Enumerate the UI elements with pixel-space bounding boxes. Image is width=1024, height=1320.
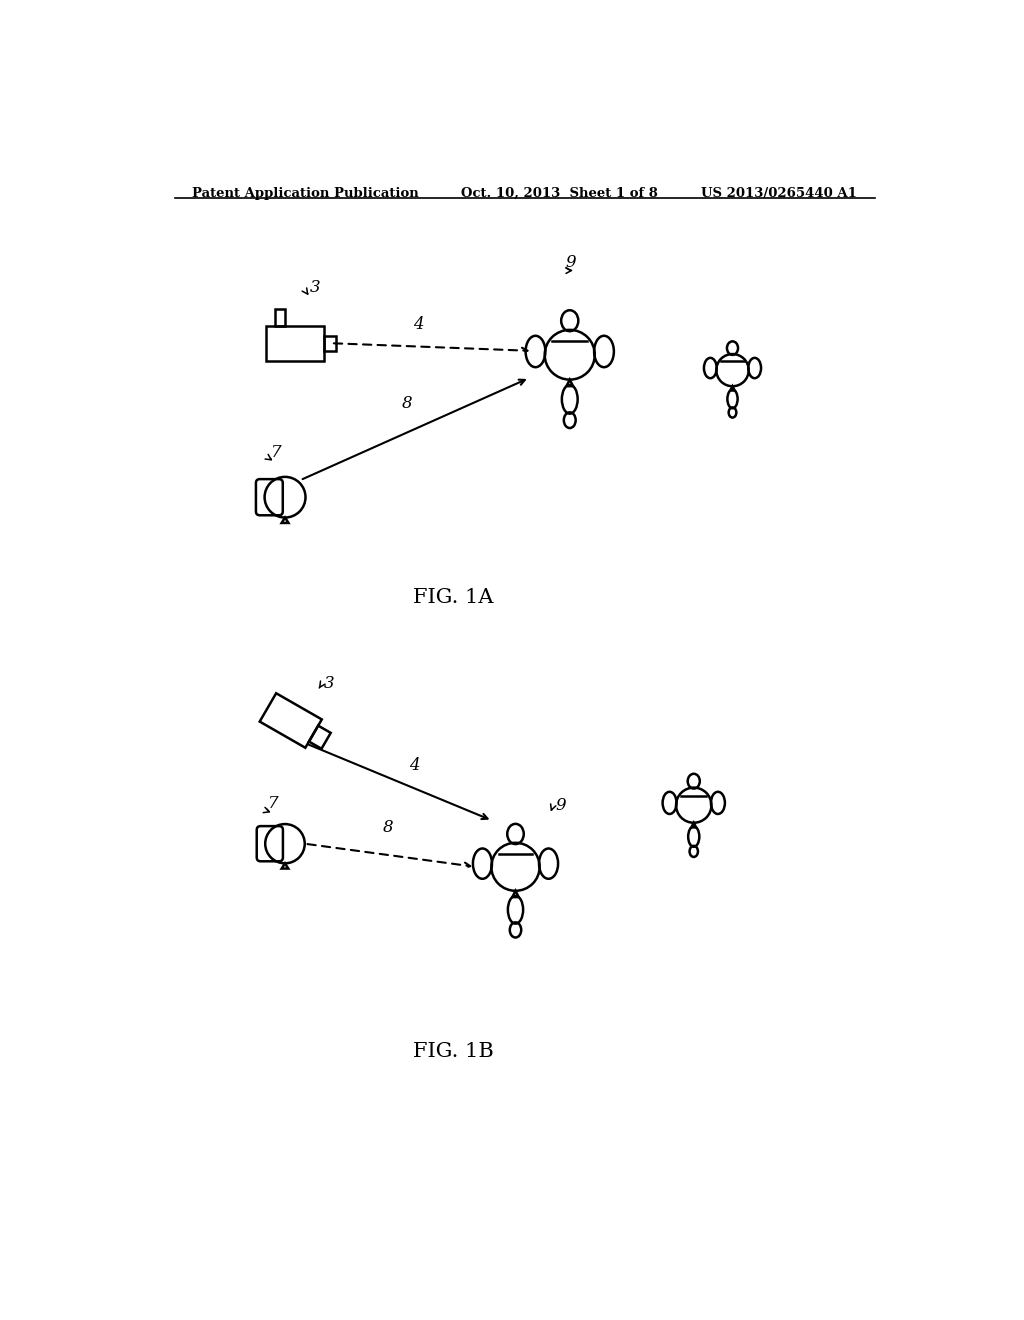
Text: Patent Application Publication: Patent Application Publication [191, 187, 418, 199]
FancyBboxPatch shape [257, 826, 283, 861]
Text: Oct. 10, 2013  Sheet 1 of 8: Oct. 10, 2013 Sheet 1 of 8 [461, 187, 658, 199]
Bar [265, 326, 324, 360]
Text: US 2013/0265440 A1: US 2013/0265440 A1 [700, 187, 856, 199]
Text: FIG. 1A: FIG. 1A [414, 587, 494, 607]
Text: 4: 4 [414, 317, 424, 333]
Text: 4: 4 [410, 758, 420, 775]
Text: 8: 8 [401, 396, 413, 412]
Bar [275, 309, 285, 326]
Text: 7: 7 [271, 444, 282, 461]
Text: 9: 9 [556, 797, 566, 813]
FancyBboxPatch shape [256, 479, 283, 515]
Text: 3: 3 [324, 675, 334, 692]
Text: 8: 8 [382, 818, 393, 836]
Text: 7: 7 [267, 795, 279, 812]
Bar [324, 335, 336, 351]
Text: FIG. 1B: FIG. 1B [413, 1041, 494, 1061]
Text: 3: 3 [310, 280, 321, 296]
Text: 9: 9 [566, 253, 577, 271]
